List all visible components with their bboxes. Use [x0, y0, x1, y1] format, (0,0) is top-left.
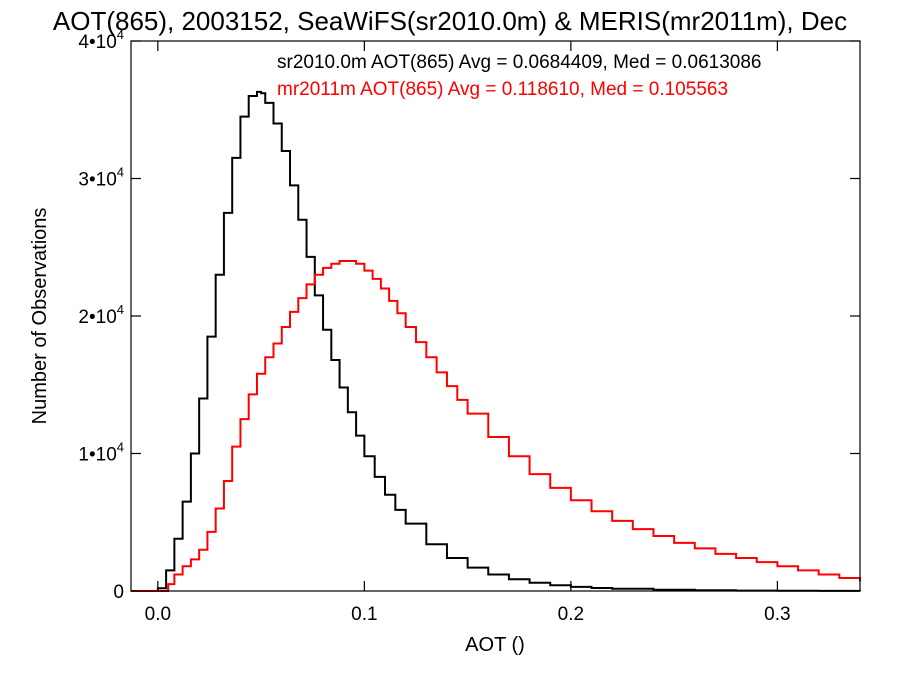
series-layer: [131, 90, 861, 592]
y-tick-label: 0: [113, 582, 124, 603]
series-line-2: [131, 260, 861, 592]
x-tick-label: 0.1: [351, 604, 377, 625]
x-axis-label: AOT (): [465, 634, 525, 656]
y-tick-label: 1•104: [78, 440, 124, 466]
y-tick-label: 3•104: [78, 165, 124, 191]
axis-layer: 0.0 0.1 0.2 0.3 0 1•104 2•104 3•104 4•104: [78, 27, 860, 625]
legend-entry-mr2011: mr2011m AOT(865) Avg = 0.118610, Med = 0…: [277, 79, 728, 100]
y-tick-label: 2•104: [78, 302, 124, 328]
y-tick-label: 4•104: [78, 27, 124, 53]
legend-entry-sr2010: sr2010.0m AOT(865) Avg = 0.0684409, Med …: [277, 52, 762, 73]
x-tick-label: 0.0: [145, 604, 171, 625]
x-tick-label: 0.2: [558, 604, 584, 625]
chart-title: AOT(865), 2003152, SeaWiFS(sr2010.0m) & …: [53, 6, 847, 36]
y-axis-label: Number of Observations: [29, 208, 51, 425]
series-line-1: [131, 90, 861, 592]
x-tick-label: 0.3: [764, 604, 790, 625]
